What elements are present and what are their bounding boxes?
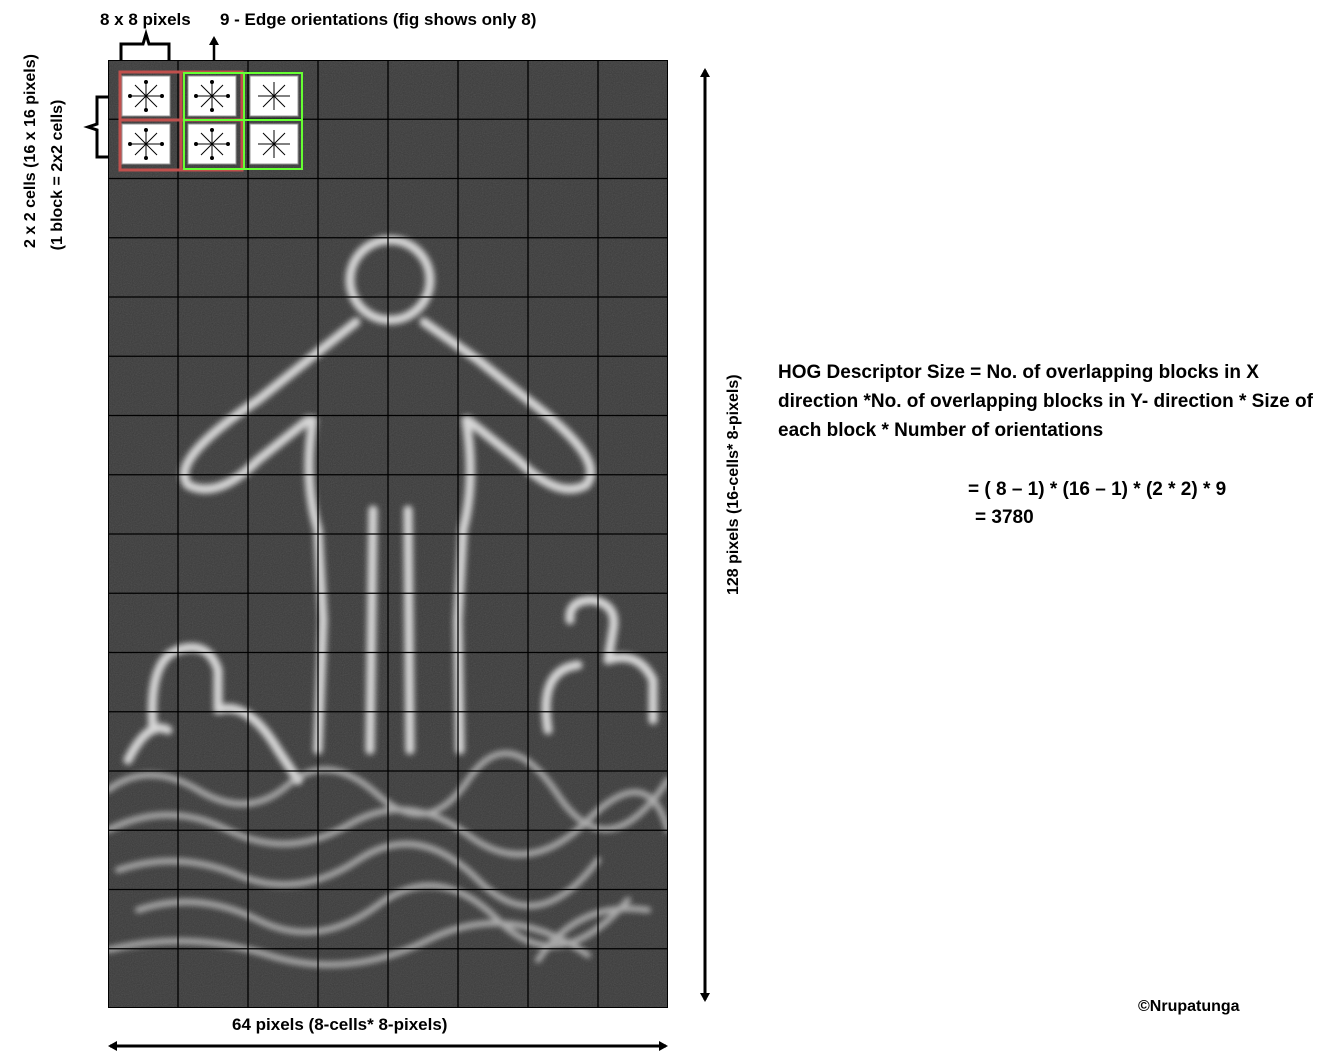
formula-expression: = ( 8 – 1) * (16 – 1) * (2 * 2) * 9 <box>968 479 1227 500</box>
orientation-cell <box>249 123 299 165</box>
cell-grid <box>108 60 668 1008</box>
orientation-cell <box>187 75 237 117</box>
orientation-cells <box>121 75 299 165</box>
block-brace <box>83 95 120 159</box>
orientation-cell <box>187 123 237 165</box>
orientation-cell <box>121 123 171 165</box>
orientations-label: 9 - Edge orientations (fig shows only 8) <box>220 10 537 29</box>
cell-brace <box>119 28 171 62</box>
ground-clutter <box>108 750 668 968</box>
orientation-cell <box>249 75 299 117</box>
descriptor-size-formula: HOG Descriptor Size = No. of overlapping… <box>778 362 1313 441</box>
cell-size-label: 8 x 8 pixels <box>100 10 191 29</box>
formula-result: = 3780 <box>975 507 1034 528</box>
gradient-image-grid <box>108 60 668 1008</box>
edge-silhouette <box>123 235 658 785</box>
width-label: 64 pixels (8-cells* 8-pixels) <box>232 1015 448 1034</box>
orientation-cell <box>121 75 171 117</box>
credit-label: ©Nrupatunga <box>1138 998 1240 1015</box>
